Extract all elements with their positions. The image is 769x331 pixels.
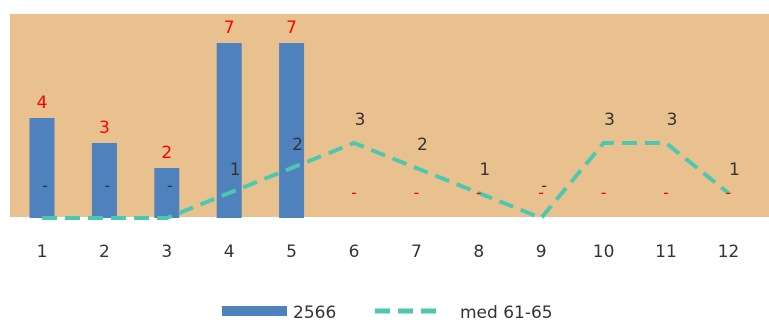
line-label-7: 2 (417, 135, 428, 155)
x-tick-10: 10 (593, 242, 615, 262)
bar-1 (29, 118, 55, 218)
legend-label-med-61-65: med 61-65 (460, 303, 553, 323)
bar-label-1: 4 (37, 93, 48, 113)
bar-label-10: - (601, 183, 607, 202)
x-tick-9: 9 (536, 242, 547, 262)
line-label-3: - (167, 176, 173, 195)
x-tick-1: 1 (37, 242, 48, 262)
x-tick-6: 6 (349, 242, 360, 262)
line-label-10: 3 (604, 110, 615, 130)
bar-label-3: 2 (161, 143, 172, 163)
x-tick-12: 12 (718, 242, 740, 262)
plot-area (10, 14, 769, 217)
x-tick-5: 5 (286, 242, 297, 262)
bar-5 (279, 43, 305, 218)
bar-label-6: - (351, 183, 357, 202)
bar-4 (216, 43, 242, 218)
x-tick-3: 3 (161, 242, 172, 262)
bar-label-11: - (663, 183, 669, 202)
bar-label-12: - (726, 183, 732, 202)
legend-swatch-2566 (222, 306, 287, 316)
x-tick-8: 8 (473, 242, 484, 262)
legend-label-2566: 2566 (293, 303, 336, 323)
x-tick-2: 2 (99, 242, 110, 262)
line-label-4: 1 (230, 160, 241, 180)
x-tick-4: 4 (224, 242, 235, 262)
x-tick-7: 7 (411, 242, 422, 262)
bar-label-9: - (538, 183, 544, 202)
bar-label-5: 7 (286, 18, 297, 38)
line-label-8: 1 (479, 160, 490, 180)
line-label-1: - (42, 176, 48, 195)
legend: 2566 med 61-65 (222, 303, 553, 323)
bar-label-4: 7 (224, 18, 235, 38)
line-label-9: - (541, 176, 547, 195)
bar-label-8: - (476, 183, 482, 202)
line-label-11: 3 (667, 110, 678, 130)
bar-3 (154, 168, 180, 218)
line-label-2: - (105, 176, 111, 195)
bar-label-2: 3 (99, 118, 110, 138)
bar-2 (91, 143, 117, 218)
line-label-12: 1 (729, 160, 740, 180)
line-label-6: 3 (355, 110, 366, 130)
line-label-5: 2 (292, 135, 303, 155)
x-tick-11: 11 (655, 242, 677, 262)
bar-label-7: - (414, 183, 420, 202)
